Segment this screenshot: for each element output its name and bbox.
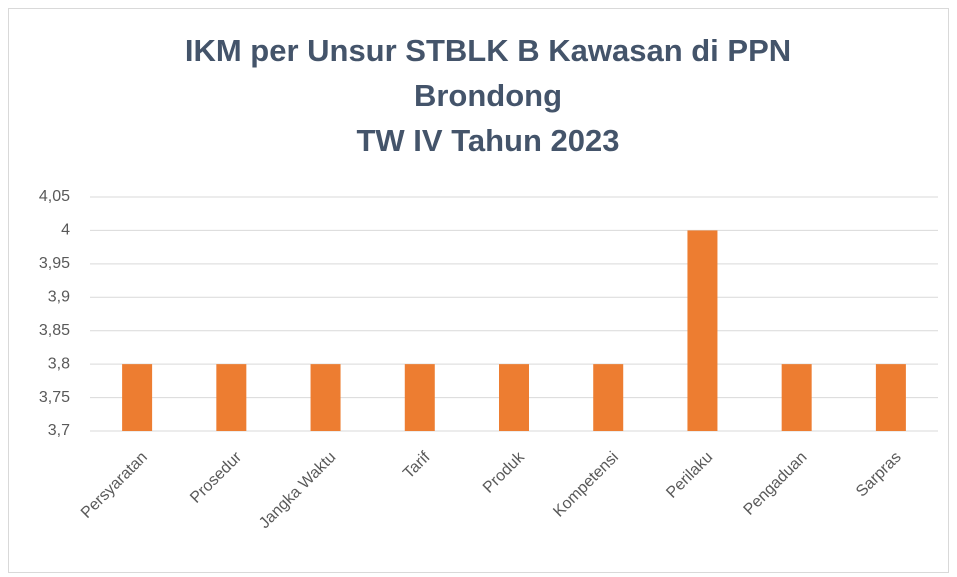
y-tick-label: 3,85	[39, 322, 70, 339]
bar	[122, 364, 153, 431]
chart-title: Brondong	[414, 78, 562, 113]
y-tick-label: 3,95	[39, 255, 70, 272]
chart-border	[8, 8, 949, 573]
bar	[216, 364, 247, 431]
bar	[499, 364, 529, 431]
bar	[593, 364, 624, 431]
bar	[404, 364, 435, 431]
chart-title: TW IV Tahun 2023	[357, 123, 620, 158]
y-tick-label: 4	[61, 222, 70, 239]
y-tick-label: 3,9	[48, 289, 70, 306]
bar	[687, 230, 718, 431]
y-tick-label: 3,8	[48, 355, 70, 372]
y-tick-label: 4,05	[39, 188, 70, 205]
chart-title: IKM per Unsur STBLK B Kawasan di PPN	[185, 33, 791, 68]
bar	[875, 364, 906, 431]
bar	[781, 364, 812, 431]
bar	[310, 364, 341, 431]
y-tick-label: 3,75	[39, 389, 70, 406]
y-tick-label: 3,7	[48, 422, 70, 439]
